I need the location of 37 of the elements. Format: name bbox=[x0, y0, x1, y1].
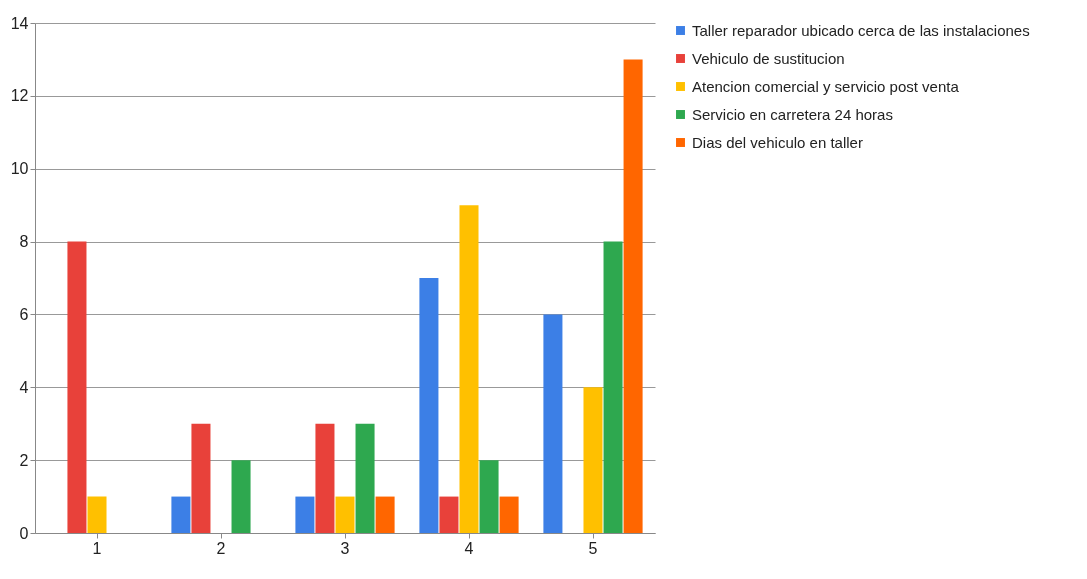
bar bbox=[479, 460, 499, 533]
y-tick-label: 6 bbox=[19, 305, 29, 323]
legend-label: Vehiculo de sustitucion bbox=[692, 49, 845, 67]
legend-label: Atencion comercial y servicio post venta bbox=[692, 77, 960, 95]
bar bbox=[87, 496, 107, 533]
y-tick-label: 10 bbox=[10, 160, 29, 178]
bar bbox=[191, 423, 211, 533]
legend-label: Dias del vehiculo en taller bbox=[692, 133, 863, 151]
legend-label: Servicio en carretera 24 horas bbox=[692, 105, 893, 123]
y-tick-label: 14 bbox=[10, 14, 29, 32]
legend-label: Taller reparador ubicado cerca de las instalaciones bbox=[692, 21, 1030, 39]
x-tick-label: 4 bbox=[464, 539, 474, 557]
bar bbox=[419, 278, 439, 533]
x-tick-label: 1 bbox=[92, 539, 102, 557]
bar bbox=[603, 241, 623, 533]
x-tick-label: 3 bbox=[340, 539, 350, 557]
bar bbox=[583, 387, 603, 533]
bar bbox=[335, 496, 355, 533]
bar bbox=[459, 205, 479, 533]
bar bbox=[439, 496, 459, 533]
bar bbox=[375, 496, 395, 533]
bar bbox=[623, 59, 643, 533]
bar bbox=[231, 460, 251, 533]
y-tick-label: 4 bbox=[19, 378, 29, 396]
y-tick-label: 2 bbox=[19, 451, 29, 469]
y-tick-label: 12 bbox=[10, 87, 29, 105]
bar bbox=[295, 496, 315, 533]
bar bbox=[171, 496, 191, 533]
x-tick-label: 5 bbox=[588, 539, 598, 557]
bar bbox=[355, 423, 375, 533]
bar bbox=[315, 423, 335, 533]
x-tick-label: 2 bbox=[216, 539, 226, 557]
bar bbox=[499, 496, 519, 533]
y-tick-label: 8 bbox=[19, 233, 29, 251]
y-tick-label: 0 bbox=[19, 524, 29, 542]
bar bbox=[543, 314, 563, 533]
bar bbox=[67, 241, 87, 533]
